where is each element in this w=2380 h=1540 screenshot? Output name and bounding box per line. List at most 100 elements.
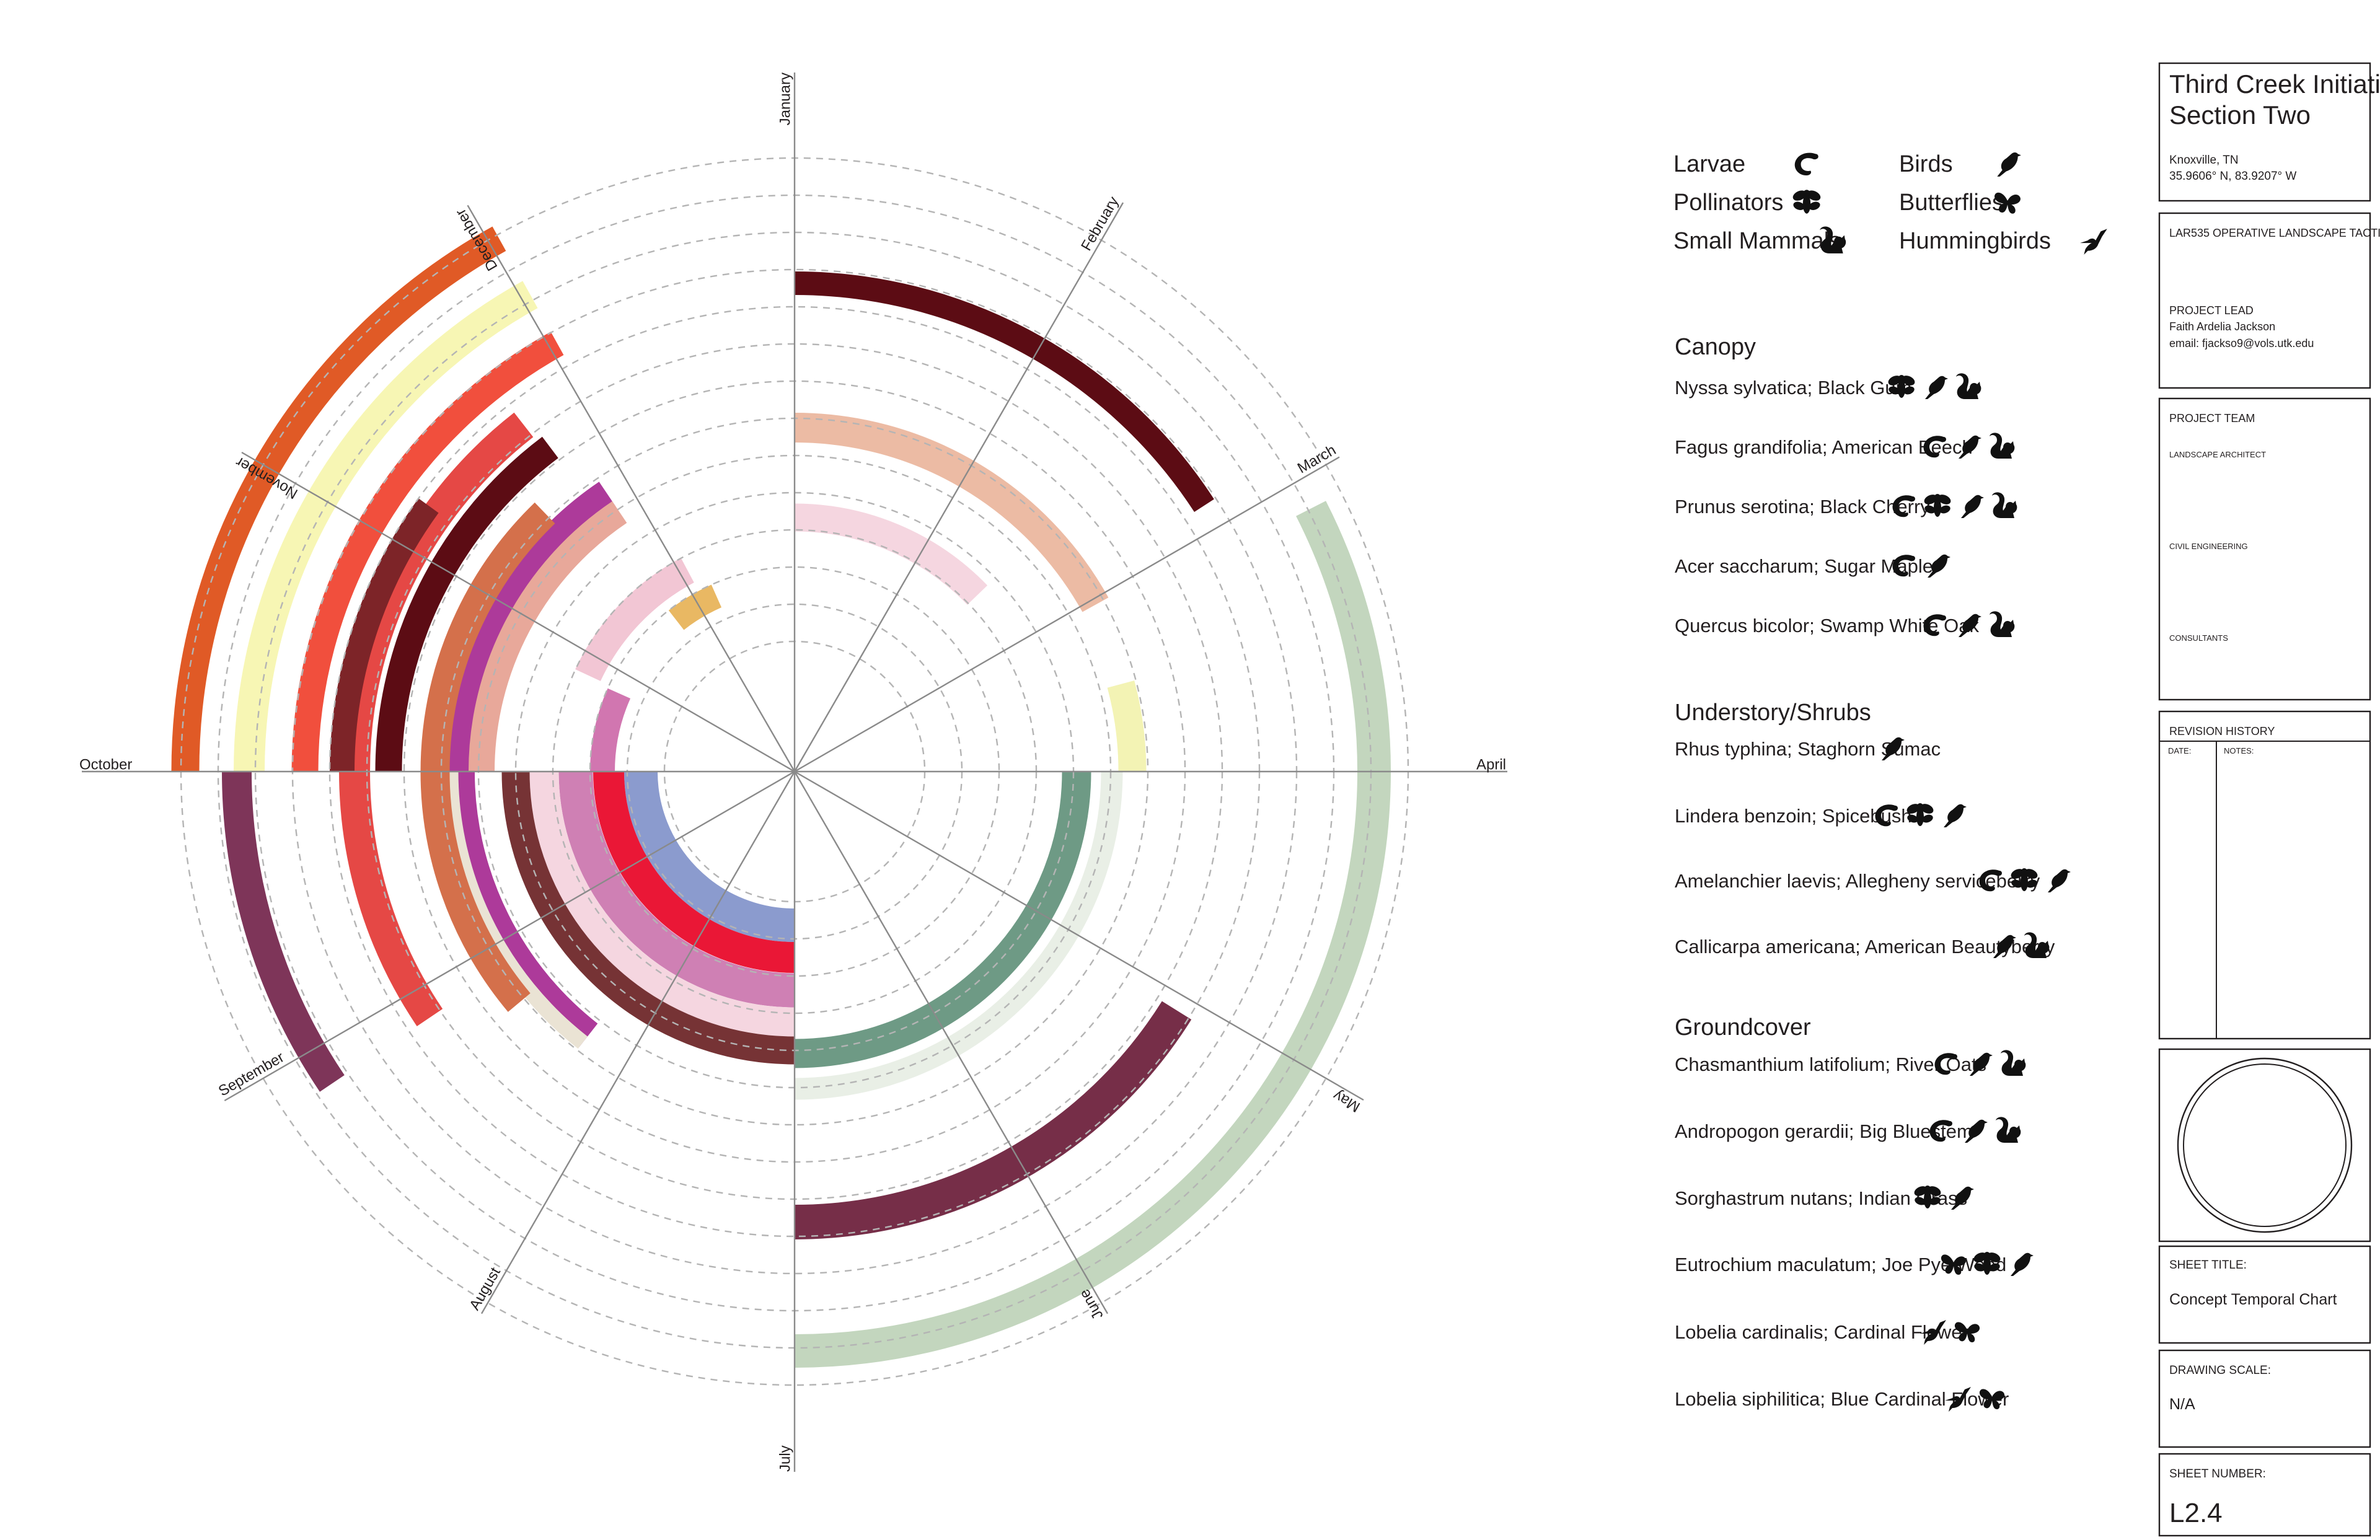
habitat-band <box>171 226 506 772</box>
month-spoke <box>794 456 1340 773</box>
plant-name: Lobelia cardinalis; Cardinal Flower <box>1675 1321 1968 1343</box>
month-label-july: July <box>777 1445 793 1472</box>
habitat-band <box>575 558 694 682</box>
coordinates-text: 35.9606° N, 83.9207° W <box>2169 170 2296 183</box>
revision-notes-heading: NOTES: <box>2224 746 2254 755</box>
revision-date-heading: DATE: <box>2168 746 2191 755</box>
habitat-band <box>794 501 1391 1368</box>
habitat-band <box>222 771 345 1092</box>
habitat-band <box>420 502 555 1012</box>
habitat-band <box>375 436 558 772</box>
team-box <box>2158 397 2371 701</box>
plant-name: Nyssa sylvatica; Black Gum <box>1675 377 1911 398</box>
legend-label: Hummingbirds <box>1899 228 2051 254</box>
bird-icon <box>1997 152 2021 177</box>
month-spoke <box>241 451 795 773</box>
hummingbird-icon <box>2080 229 2107 255</box>
project-title-line1: Third Creek Initiative: <box>2169 69 2380 99</box>
pollinator-icon <box>1791 188 1822 214</box>
month-spoke <box>793 202 1124 772</box>
scale-value: N/A <box>2169 1396 2195 1413</box>
team-role-landscape: LANDSCAPE ARCHITECT <box>2169 450 2266 459</box>
lead-box <box>2158 212 2371 389</box>
habitat-band <box>794 1001 1192 1239</box>
habitat-band <box>668 584 722 630</box>
legend-label: Birds <box>1899 151 1953 177</box>
habitat-band <box>558 771 795 1008</box>
plant-name: Amelanchier laevis; Allegheny serviceber… <box>1675 870 2040 892</box>
habitat-band <box>445 482 616 1047</box>
plant-name: Acer saccharum; Sugar Maple <box>1675 555 1933 577</box>
plant-group-heading: Understory/Shrubs <box>1675 700 1871 726</box>
squirrel-icon <box>1990 433 2015 459</box>
project-title-line2: Section Two <box>2169 100 2311 130</box>
scale-heading: DRAWING SCALE: <box>2169 1364 2271 1377</box>
north-circle-inner <box>2183 1063 2347 1227</box>
lead-name: Faith Ardelia Jackson <box>2169 320 2275 333</box>
month-spokes <box>82 73 1507 1472</box>
plant-name: Chasmanthium latifolium; River Oats <box>1675 1054 1986 1075</box>
month-label-october: October <box>79 756 132 773</box>
habitat-band <box>469 501 627 772</box>
sheet-number: L2.4 <box>2169 1498 2223 1528</box>
sheet-title: Concept Temporal Chart <box>2169 1291 2337 1308</box>
temporal-chart: JanuaryFebruaryMarchAprilMayJuneJulyAugu… <box>79 73 1507 1472</box>
habitat-band <box>593 771 795 973</box>
habitat-band <box>234 281 538 772</box>
sheet-number-box <box>2158 1453 2371 1537</box>
habitat-band <box>339 412 534 1026</box>
plant-name: Prunus serotina; Black Cherry <box>1675 496 1930 517</box>
larvae-icon <box>1794 152 1818 176</box>
habitat-band <box>529 771 795 1037</box>
month-label-march: March <box>1295 442 1339 477</box>
habitat-bands <box>171 226 1391 1368</box>
habitat-band <box>1107 680 1147 772</box>
habitat-band <box>443 771 588 1049</box>
month-spoke <box>480 771 796 1314</box>
legend-label: Pollinators <box>1673 190 1783 216</box>
habitat-band <box>794 503 988 605</box>
sheet-number-heading: SHEET NUMBER: <box>2169 1467 2266 1481</box>
plant-name: Callicarpa americana; American Beautyber… <box>1675 936 2055 957</box>
plant-group-heading: Canopy <box>1675 334 1756 360</box>
north-box <box>2158 1048 2371 1243</box>
title-box <box>2158 62 2371 202</box>
habitat-band <box>291 332 564 772</box>
plant-name: Fagus grandifolia; American Beech <box>1675 436 1973 458</box>
wildlife-legend: Larvae Pollinators Small Mammals Birds Butte… <box>1673 151 2107 255</box>
legend-label: Larvae <box>1673 151 1745 177</box>
bird-icon <box>2048 869 2071 892</box>
sheet-title-heading: SHEET TITLE: <box>2169 1259 2247 1272</box>
month-label-august: August <box>466 1264 504 1313</box>
month-label-january: January <box>777 73 793 125</box>
squirrel-icon <box>2001 1050 2026 1076</box>
bird-icon <box>1925 376 1948 399</box>
course-text: LAR535 OPERATIVE LANDSCAPE TACTICS <box>2169 227 2380 239</box>
squirrel-icon <box>1956 373 1981 399</box>
habitat-band <box>330 498 439 772</box>
team-heading: PROJECT TEAM <box>2169 412 2255 425</box>
legend-label: Small Mammals <box>1673 228 1841 254</box>
month-spoke <box>794 770 1364 1101</box>
legend-label: Butterflies <box>1899 190 2004 216</box>
plant-group-heading: Groundcover <box>1675 1014 1811 1041</box>
plant-name: Andropogon gerardii; Big Bluestem <box>1675 1120 1973 1142</box>
location-text: Knoxville, TN <box>2169 154 2239 167</box>
habitat-band <box>590 688 631 772</box>
habitat-band <box>624 771 795 942</box>
title-block: Third Creek Initiative: Section Two Knox… <box>2158 62 2380 1537</box>
scale-box <box>2158 1349 2371 1448</box>
squirrel-icon <box>1996 1117 2021 1143</box>
revision-heading: REVISION HISTORY <box>2169 725 2275 737</box>
plant-name: Lindera benzoin; Spicebush <box>1675 805 1912 827</box>
team-role-civil: CIVIL ENGINEERING <box>2169 542 2248 551</box>
habitat-band <box>794 413 1109 612</box>
bird-icon <box>2011 1252 2034 1276</box>
sheet-title-box <box>2158 1245 2371 1344</box>
revision-box <box>2158 710 2371 1040</box>
month-label-april: April <box>1476 756 1506 773</box>
habitat-band <box>794 271 1214 513</box>
team-role-consultants: CONSULTANTS <box>2169 633 2228 643</box>
plant-list: Canopy Nyssa sylvatica; Black Gum Fagus gr… <box>1675 334 2071 1412</box>
month-label-february: February <box>1078 194 1122 254</box>
